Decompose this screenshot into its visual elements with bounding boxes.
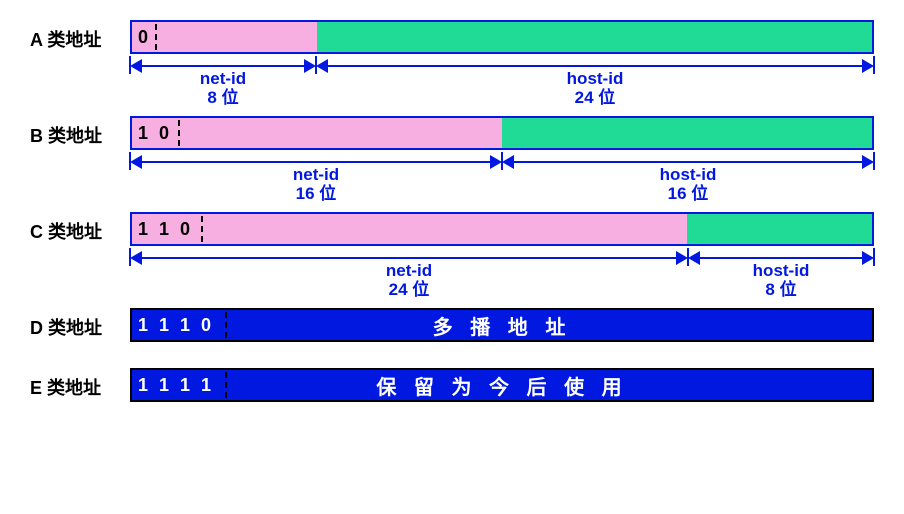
dimension-segment: host-id24 位 [316, 56, 874, 108]
bar-segment [502, 118, 872, 148]
dimension-row: net-id16 位host-id16 位 [130, 152, 874, 204]
bar-segment: 1 1 1 1保 留 为 今 后 使 用 [132, 370, 872, 400]
address-class-row: D 类地址1 1 1 0多 播 地 址 [30, 308, 874, 342]
dim-label-name: net-id [200, 69, 246, 89]
dimension-segment: net-id8 位 [130, 56, 316, 108]
dimension-arrow [316, 56, 874, 71]
address-bar: 1 0 [130, 116, 874, 150]
address-class-row: E 类地址1 1 1 1保 留 为 今 后 使 用 [30, 368, 874, 402]
class-label: B 类地址 [30, 116, 130, 148]
dimension-segment: host-id16 位 [502, 152, 874, 204]
arrow-right-icon [490, 155, 502, 169]
arrow-left-icon [130, 59, 142, 73]
dimension-label: host-id16 位 [660, 165, 717, 204]
dimension-arrow [130, 56, 316, 71]
bar-segment [687, 214, 872, 244]
dim-label-bits: 24 位 [386, 280, 432, 300]
row-body: 1 1 0 net-id24 位 host-id8 位 [130, 212, 874, 300]
dimension-label: net-id16 位 [293, 165, 339, 204]
class-label: C 类地址 [30, 212, 130, 244]
address-class-row: C 类地址 1 1 0 net-id24 位 host-id8 位 [30, 212, 874, 300]
row-body: 1 1 1 0多 播 地 址 [130, 308, 874, 342]
dim-label-name: host-id [660, 165, 717, 185]
dimension-arrow [130, 152, 502, 167]
address-bar: 0 [130, 20, 874, 54]
dimension-row: net-id8 位 host-id24 位 [130, 56, 874, 108]
class-label: E 类地址 [30, 368, 130, 400]
prefix-tick [178, 120, 180, 146]
dim-label-name: net-id [386, 261, 432, 281]
address-bar: 1 1 1 0多 播 地 址 [130, 308, 874, 342]
prefix-tick [155, 24, 157, 50]
bar-center-text: 保 留 为 今 后 使 用 [132, 371, 872, 400]
prefix-tick [201, 216, 203, 242]
address-bar: 1 1 1 1保 留 为 今 后 使 用 [130, 368, 874, 402]
row-body: 1 1 1 1保 留 为 今 后 使 用 [130, 368, 874, 402]
arrow-left-icon [316, 59, 328, 73]
dim-label-bits: 8 位 [200, 88, 246, 108]
arrow-right-icon [676, 251, 688, 265]
row-body: 0 net-id8 位 host-id24 位 [130, 20, 874, 108]
class-label: D 类地址 [30, 308, 130, 340]
address-class-row: A 类地址 0 net-id8 位 host-id24 位 [30, 20, 874, 108]
dimension-label: net-id8 位 [200, 69, 246, 108]
arrow-left-icon [130, 251, 142, 265]
arrow-right-icon [862, 251, 874, 265]
arrow-line [138, 65, 308, 67]
address-class-row: B 类地址1 0net-id16 位host-id16 位 [30, 116, 874, 204]
dim-label-bits: 8 位 [753, 280, 810, 300]
bar-center-text: 多 播 地 址 [132, 311, 872, 340]
dimension-segment: net-id24 位 [130, 248, 688, 300]
dimension-segment: net-id16 位 [130, 152, 502, 204]
dimension-arrow [130, 248, 688, 263]
dimension-label: host-id24 位 [567, 69, 624, 108]
arrow-left-icon [688, 251, 700, 265]
dim-label-name: host-id [753, 261, 810, 281]
arrow-left-icon [130, 155, 142, 169]
dimension-segment: host-id8 位 [688, 248, 874, 300]
dimension-label: net-id24 位 [386, 261, 432, 300]
prefix-bits-text: 0 [138, 27, 151, 48]
dim-label-name: net-id [293, 165, 339, 185]
bar-segment: 1 0 [132, 118, 502, 148]
dim-label-bits: 24 位 [567, 88, 624, 108]
dim-label-name: host-id [567, 69, 624, 89]
arrow-right-icon [862, 59, 874, 73]
prefix-bits-text: 1 0 [138, 123, 172, 144]
prefix-bits-text: 1 1 0 [138, 219, 193, 240]
address-bar: 1 1 0 [130, 212, 874, 246]
arrow-line [138, 161, 494, 163]
dimension-arrow [502, 152, 874, 167]
ip-class-diagram: A 类地址0net-id8 位host-id24 位B 类地址1 0net-id… [30, 20, 874, 402]
bar-segment: 0 [132, 22, 317, 52]
bar-segment: 1 1 0 [132, 214, 687, 244]
dimension-arrow [688, 248, 874, 263]
dimension-row: net-id24 位 host-id8 位 [130, 248, 874, 300]
bar-segment [317, 22, 872, 52]
bar-segment: 1 1 1 0多 播 地 址 [132, 310, 872, 340]
row-body: 1 0net-id16 位host-id16 位 [130, 116, 874, 204]
class-label: A 类地址 [30, 20, 130, 52]
arrow-line [324, 65, 866, 67]
arrow-left-icon [502, 155, 514, 169]
arrow-line [138, 257, 680, 259]
arrow-right-icon [304, 59, 316, 73]
arrow-right-icon [862, 155, 874, 169]
dim-label-bits: 16 位 [293, 184, 339, 204]
arrow-line [510, 161, 866, 163]
dimension-label: host-id8 位 [753, 261, 810, 300]
dim-label-bits: 16 位 [660, 184, 717, 204]
arrow-line [696, 257, 866, 259]
